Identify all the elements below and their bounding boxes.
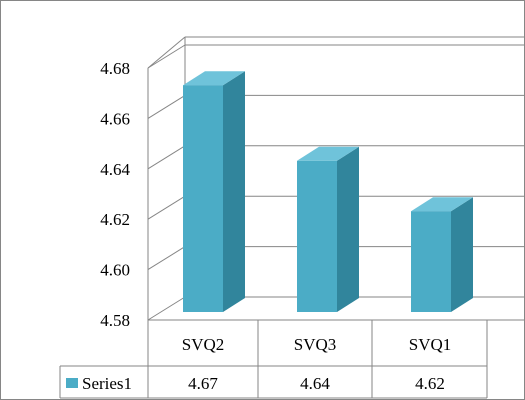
bar-SVQ2 xyxy=(183,71,245,312)
bar-front xyxy=(411,211,451,312)
category-label: SVQ3 xyxy=(294,335,337,354)
data-value-label: 4.67 xyxy=(188,374,218,393)
legend-series-label: Series1 xyxy=(82,374,132,393)
gridline xyxy=(147,94,186,119)
data-value-label: 4.62 xyxy=(415,374,445,393)
bar-front xyxy=(297,160,337,312)
side-wall-top-depth xyxy=(147,36,186,69)
bar-side xyxy=(223,71,245,312)
bar-top xyxy=(183,71,245,86)
bar-top xyxy=(297,146,359,161)
bar-top xyxy=(411,197,473,212)
gridline xyxy=(147,246,186,271)
y-tick-label: 4.64 xyxy=(100,160,130,179)
floor-left-depth xyxy=(147,296,186,321)
gridline xyxy=(147,44,186,69)
y-tick-label: 4.66 xyxy=(100,109,130,128)
bar-SVQ1 xyxy=(411,197,473,312)
data-table: Series1 xyxy=(59,320,488,399)
y-tick-label: 4.62 xyxy=(100,210,130,229)
data-value-label: 4.64 xyxy=(300,374,330,393)
bar-SVQ3 xyxy=(297,146,359,312)
y-tick-label: 4.58 xyxy=(100,311,130,330)
gridline xyxy=(147,145,186,170)
gridline xyxy=(147,195,186,220)
bar-front xyxy=(183,85,223,312)
y-tick-label: 4.68 xyxy=(100,59,130,78)
y-tick-label: 4.60 xyxy=(100,261,130,280)
bar-side xyxy=(451,197,473,312)
bar-side xyxy=(337,146,359,312)
category-label: SVQ2 xyxy=(182,335,225,354)
legend-swatch xyxy=(66,378,78,388)
category-label: SVQ1 xyxy=(409,335,452,354)
